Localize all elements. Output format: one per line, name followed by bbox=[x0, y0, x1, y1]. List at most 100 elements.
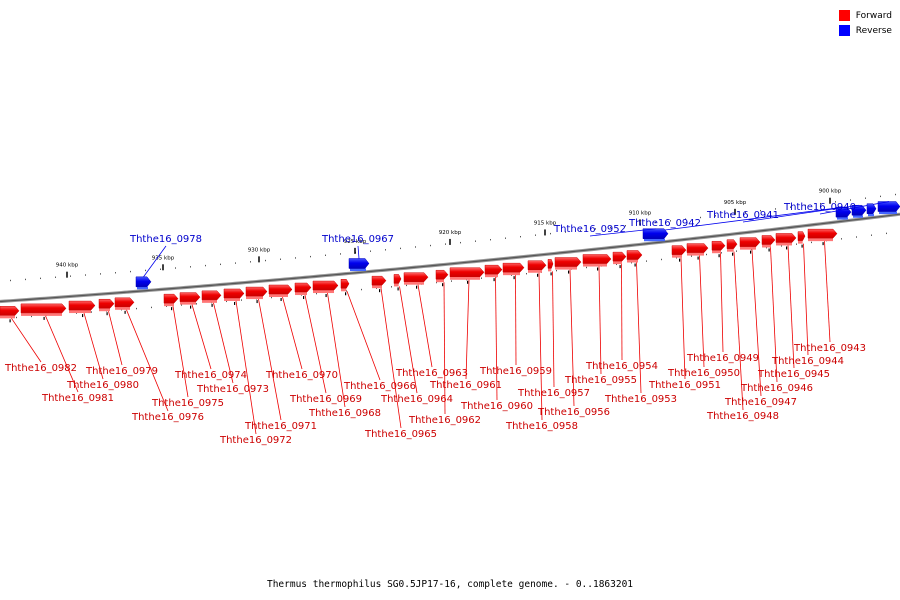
gene-shadow bbox=[99, 308, 110, 312]
gene-label-reverse: Ththe16_0942 bbox=[628, 218, 701, 229]
minor-tick bbox=[325, 254, 326, 256]
gene-label-forward: Ththe16_0949 bbox=[686, 353, 759, 364]
gene-shadow bbox=[798, 240, 803, 244]
gene-label-forward: Ththe16_0947 bbox=[724, 397, 797, 408]
minor-tick-lower bbox=[766, 246, 767, 249]
gene-leader-line bbox=[380, 288, 402, 429]
gene-leader-line bbox=[357, 245, 360, 259]
gene-leader-line bbox=[589, 228, 656, 237]
minor-tick bbox=[670, 220, 671, 222]
minor-tick-lower bbox=[166, 305, 167, 307]
gene-mark bbox=[234, 301, 236, 305]
minor-tick bbox=[460, 241, 461, 244]
gene-label-reverse: Ththe16_0952 bbox=[553, 224, 626, 235]
minor-tick bbox=[550, 232, 551, 235]
gene-mark bbox=[750, 250, 752, 254]
gene-leader-line bbox=[143, 245, 167, 278]
tick-label: 915 kbp bbox=[534, 220, 557, 226]
minor-tick bbox=[400, 247, 401, 250]
gene-arrow-forward bbox=[484, 264, 503, 275]
gene-mark bbox=[280, 298, 282, 302]
gene-label-forward: Ththe16_0951 bbox=[648, 380, 721, 391]
minor-tick-lower bbox=[631, 262, 632, 264]
gene-shadow bbox=[583, 263, 607, 267]
minor-tick bbox=[595, 228, 596, 230]
gene-shadow bbox=[202, 299, 217, 303]
minor-tick bbox=[85, 274, 86, 276]
gene-mark bbox=[256, 300, 258, 304]
gene-leader-line bbox=[172, 306, 189, 398]
gene-mark bbox=[634, 263, 636, 267]
minor-tick bbox=[850, 199, 851, 201]
minor-tick bbox=[115, 272, 116, 274]
gene-arrow-forward bbox=[502, 262, 525, 273]
gene-mark bbox=[718, 254, 720, 258]
gene-arrow-forward bbox=[371, 275, 387, 286]
minor-tick bbox=[685, 218, 686, 220]
gene-label-forward: Ththe16_0971 bbox=[244, 421, 317, 432]
minor-tick-lower bbox=[406, 284, 407, 287]
gene-arrow-forward bbox=[775, 233, 797, 243]
gene-leader-line bbox=[45, 315, 79, 393]
gene-shadow bbox=[762, 244, 771, 248]
scale-ticks: 940 kbp 935 kbp 930 kbp 925 kbp 920 kbp 915 k… bbox=[10, 189, 896, 319]
gene-leader-line bbox=[621, 264, 623, 361]
minor-tick-lower bbox=[661, 258, 662, 261]
gene-arrow-forward bbox=[294, 282, 312, 293]
gene-arrow-forward bbox=[807, 228, 838, 239]
gene-shadow bbox=[404, 281, 424, 285]
gene-arrow-forward bbox=[449, 267, 485, 278]
gene-leader-line bbox=[495, 277, 498, 401]
minor-tick-lower bbox=[226, 300, 227, 303]
gene-label-forward: Ththe16_0966 bbox=[343, 381, 416, 392]
minor-tick bbox=[490, 238, 491, 241]
gene-leader-line bbox=[664, 206, 844, 231]
minor-tick-lower bbox=[16, 316, 17, 319]
gene-label-forward: Ththe16_0954 bbox=[585, 361, 658, 372]
gene-label-forward: Ththe16_0956 bbox=[537, 407, 610, 418]
gene-shadow bbox=[164, 303, 174, 307]
minor-tick bbox=[250, 261, 251, 263]
minor-tick bbox=[175, 267, 176, 269]
minor-tick-lower bbox=[706, 253, 707, 256]
gene-arrow-reverse bbox=[866, 203, 877, 214]
gene-arrow-forward bbox=[612, 251, 627, 262]
tick-label: 930 kbp bbox=[248, 247, 271, 253]
gene-mark bbox=[597, 267, 599, 271]
legend-swatch-reverse bbox=[838, 25, 850, 36]
gene-leader-line bbox=[213, 302, 234, 384]
gene-mark bbox=[768, 248, 770, 252]
gene-arrow-forward bbox=[312, 280, 339, 291]
tick-label: 925 kbp bbox=[344, 239, 367, 245]
gene-shadow bbox=[503, 272, 520, 276]
legend-label-forward: Forward bbox=[855, 10, 892, 21]
minor-tick-lower bbox=[676, 257, 677, 259]
gene-label-forward: Ththe16_0948 bbox=[706, 411, 779, 422]
gene-shadow bbox=[528, 269, 542, 273]
tick-label: 910 kbp bbox=[629, 210, 652, 216]
minor-tick-lower bbox=[556, 269, 557, 272]
minor-tick-lower bbox=[361, 288, 362, 291]
gene-label-reverse: Ththe16_0941 bbox=[706, 210, 779, 221]
gene-label-forward: Ththe16_0943 bbox=[793, 343, 866, 354]
gene-arrow-forward bbox=[98, 298, 115, 309]
gene-shadow bbox=[687, 252, 704, 256]
gene-arrow-forward bbox=[761, 235, 776, 245]
legend-item-forward: Forward bbox=[838, 8, 892, 23]
gene-label-reverse: Ththe16_0978 bbox=[129, 234, 202, 245]
gene-label-forward: Ththe16_0981 bbox=[41, 393, 114, 404]
gene-mark bbox=[679, 258, 681, 262]
minor-tick bbox=[505, 237, 506, 239]
minor-tick bbox=[220, 263, 221, 266]
minor-tick bbox=[820, 202, 821, 205]
legend-label-reverse: Reverse bbox=[855, 25, 892, 36]
gene-arrow-forward bbox=[626, 250, 643, 260]
backbone-line bbox=[0, 212, 900, 304]
minor-tick bbox=[790, 206, 791, 208]
gene-label-forward: Ththe16_0973 bbox=[196, 384, 269, 395]
gene-leader-line bbox=[443, 282, 446, 415]
gene-leader-line bbox=[819, 201, 890, 215]
gene-arrow-forward bbox=[179, 292, 201, 302]
gene-mark bbox=[416, 285, 418, 289]
